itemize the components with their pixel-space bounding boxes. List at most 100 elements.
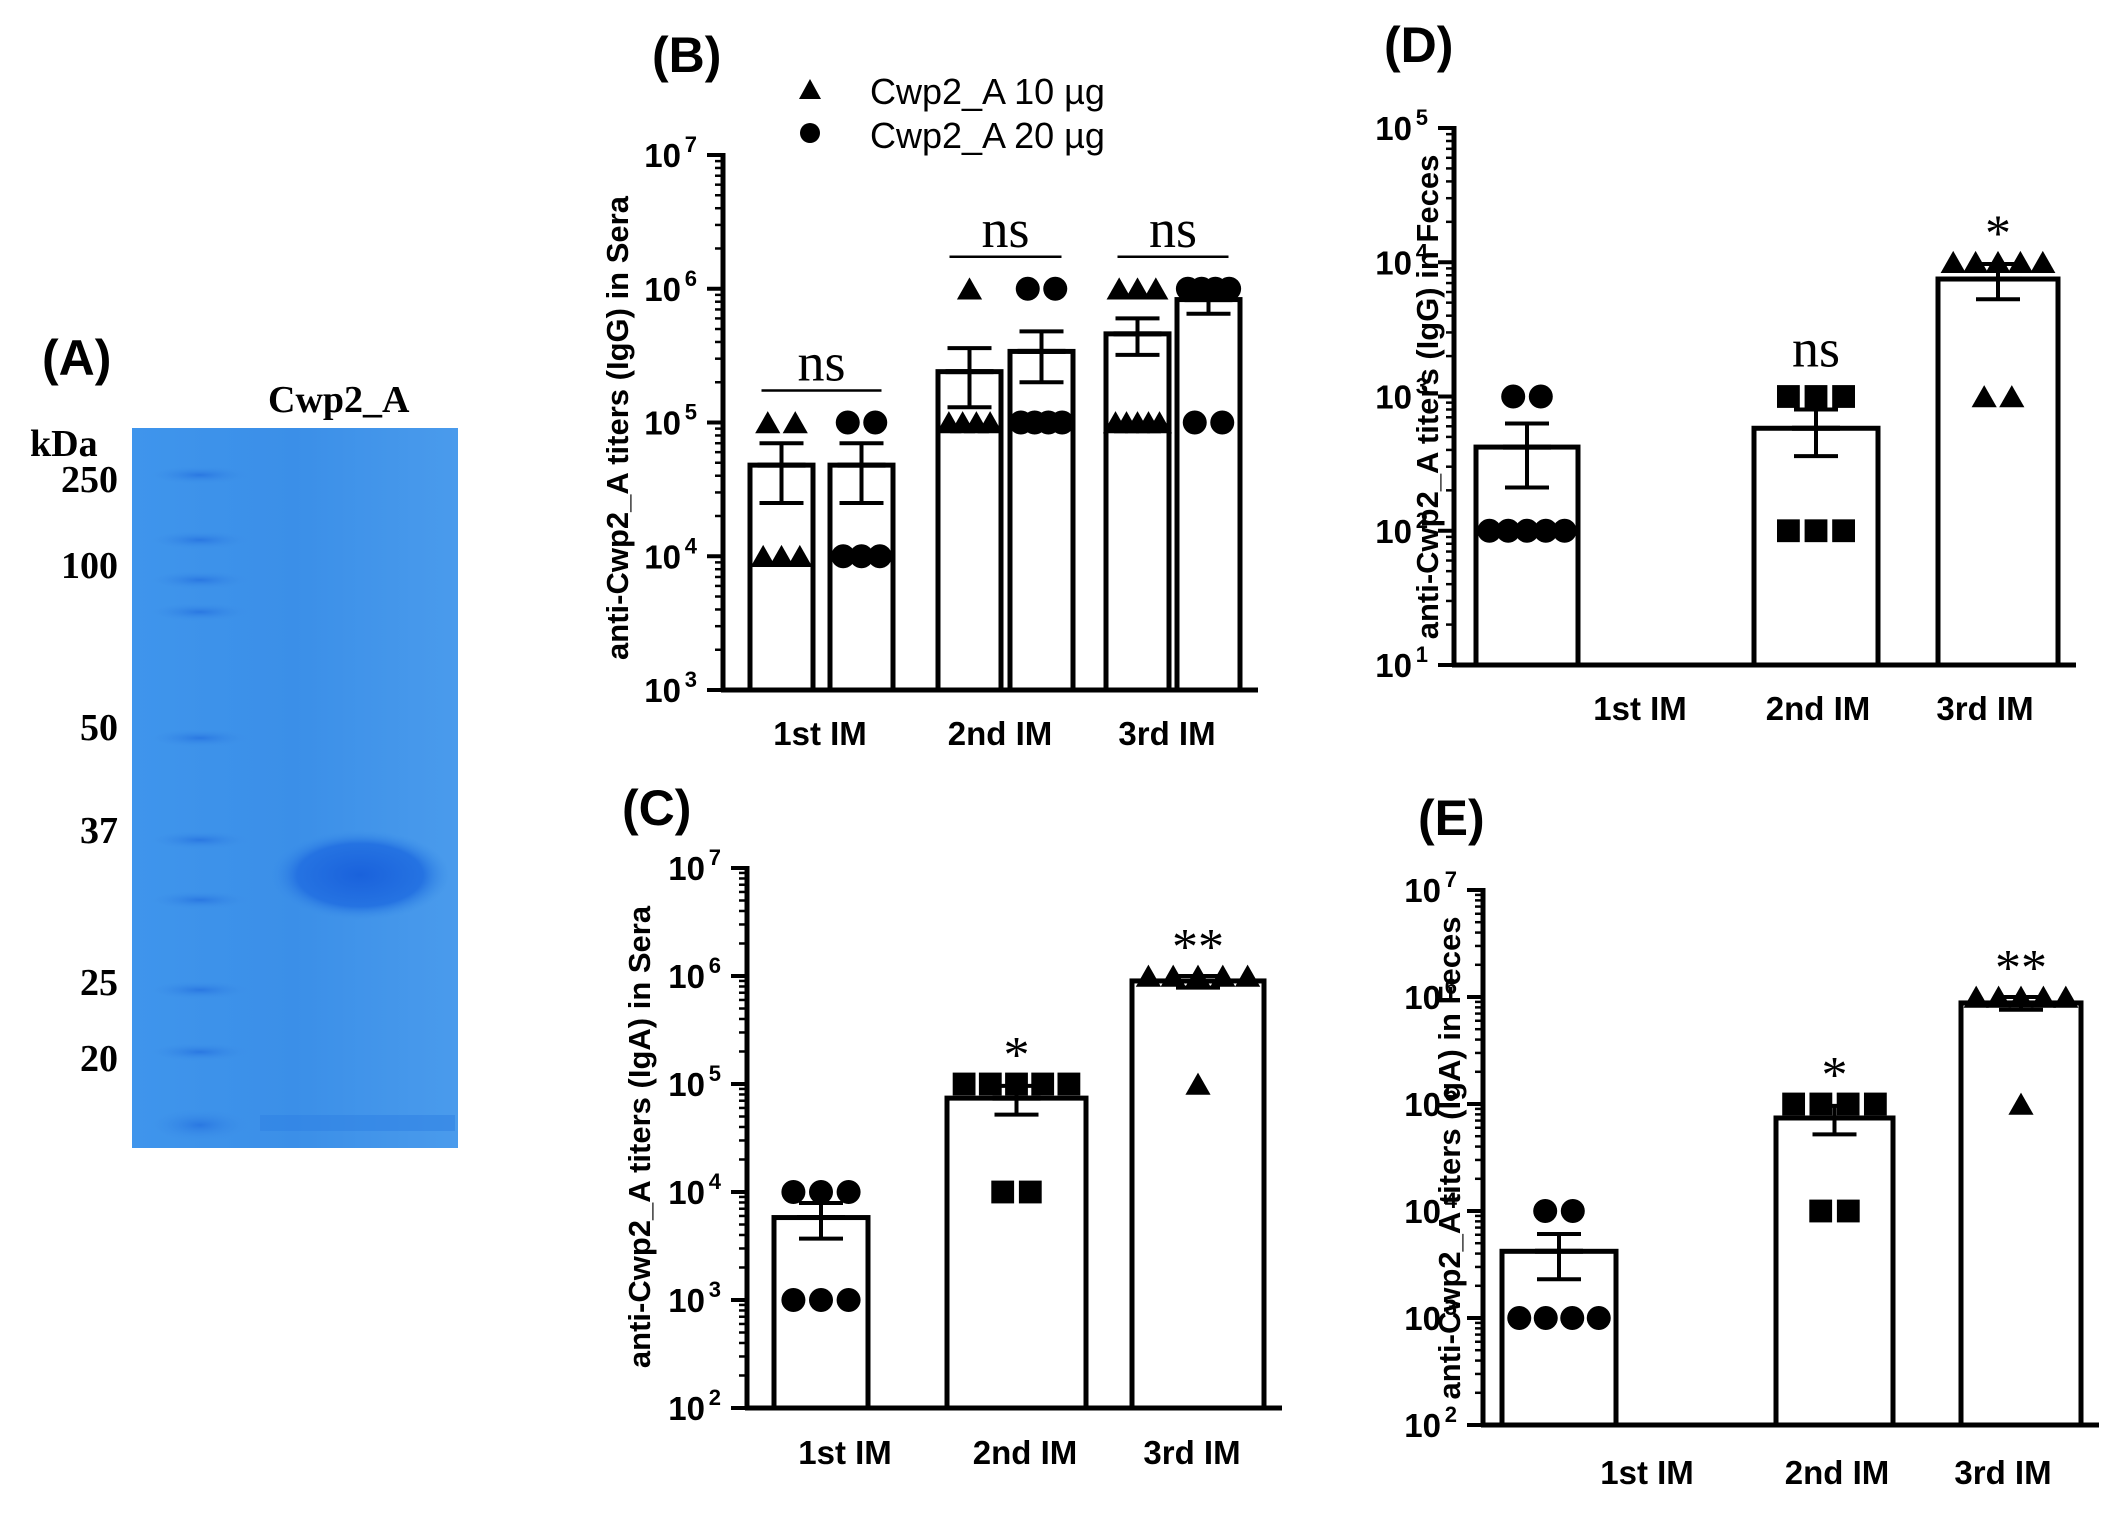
y-tick-label: 10 <box>1375 110 1412 147</box>
error-bar <box>1535 1231 1583 1282</box>
data-points <box>936 277 1003 434</box>
data-points <box>1477 384 1577 543</box>
y-tick-label: 10 <box>644 271 681 308</box>
y-tick-label: 10 <box>668 850 705 887</box>
y-tick-exponent: 3 <box>685 667 697 692</box>
data-point <box>1940 250 1966 274</box>
data-point <box>750 544 776 568</box>
data-point <box>1533 1306 1558 1330</box>
data-point <box>2008 1092 2034 1115</box>
y-tick-exponent: 2 <box>1445 1402 1457 1427</box>
y-tick-exponent: 4 <box>685 533 698 558</box>
y-tick-exponent: 3 <box>709 1277 721 1302</box>
y-axis-title: anti-Cwp2_A titers (IgG) in Sera <box>600 195 635 660</box>
gel-marker-label: 20 <box>80 1038 118 1080</box>
y-tick-label: 10 <box>1404 1300 1441 1337</box>
significance-annotation: ns <box>1117 199 1229 259</box>
gel-marker-label: 37 <box>80 810 118 852</box>
gel-lane-label: Cwp2_A <box>268 379 410 421</box>
y-tick-label: 10 <box>644 672 681 709</box>
data-point <box>1832 385 1855 408</box>
bar <box>1174 297 1243 693</box>
y-tick-label: 10 <box>644 538 681 575</box>
data-point <box>782 411 808 434</box>
gel-ladder-band <box>150 729 250 747</box>
x-tick-label: 3rd IM <box>1936 690 2033 727</box>
significance-annotation: * <box>1985 205 2011 262</box>
y-tick-exponent: 7 <box>1445 867 1457 892</box>
y-tick-exponent: 4 <box>1445 1188 1458 1213</box>
x-tick-label: 1st IM <box>1600 1454 1694 1491</box>
x-tick-label: 1st IM <box>798 1434 892 1471</box>
data-point <box>1182 410 1207 435</box>
significance-label: ** <box>1172 919 1224 976</box>
bar <box>771 1215 871 1411</box>
data-points <box>781 1180 861 1312</box>
data-point <box>1106 277 1132 300</box>
gel-ladder-band <box>150 831 250 849</box>
data-point <box>787 544 813 568</box>
significance-label: ** <box>1995 940 2047 997</box>
data-point <box>1210 410 1235 435</box>
data-point <box>1501 384 1526 409</box>
panel-label-a: (A) <box>42 330 111 386</box>
bar <box>944 1095 1089 1411</box>
y-tick-label: 10 <box>1375 513 1412 550</box>
error-bar <box>1503 421 1551 490</box>
data-point <box>1528 384 1553 409</box>
data-point <box>836 1180 861 1204</box>
gel-ladder-band <box>150 981 250 999</box>
error-bar <box>797 1201 845 1241</box>
y-axis-title: anti-Cwp2_A titers (IgA) in Feces <box>1432 917 1467 1400</box>
significance-annotation: ** <box>1995 940 2047 997</box>
data-point <box>755 411 781 434</box>
significance-annotation: ns <box>949 199 1062 259</box>
significance-label: ns <box>797 333 845 393</box>
gel-marker-label: 250 <box>61 459 118 501</box>
y-tick-exponent: 5 <box>709 1061 721 1086</box>
data-point <box>2030 250 2056 274</box>
significance-label: ns <box>1792 319 1840 379</box>
y-tick-exponent: 3 <box>1416 374 1428 399</box>
data-point <box>1809 1199 1833 1223</box>
panel-label-c: (C) <box>622 780 691 836</box>
legend-label-20ug: Cwp2_A 20 µg <box>870 115 1105 156</box>
data-point <box>1836 1199 1860 1223</box>
data-point <box>1477 518 1502 543</box>
significance-annotation: ns <box>1792 319 1840 379</box>
data-points <box>952 1072 1081 1204</box>
data-point <box>1135 964 1161 987</box>
y-tick-label: 10 <box>668 1282 705 1319</box>
y-tick-exponent: 6 <box>1445 974 1457 999</box>
data-point <box>1185 1072 1211 1095</box>
data-point <box>977 411 1003 434</box>
error-bar <box>992 1083 1041 1117</box>
gel-ladder-band <box>150 891 250 909</box>
data-point <box>1560 1306 1585 1330</box>
data-point <box>1999 385 2025 408</box>
data-points <box>1507 1199 1611 1330</box>
panel-label-b: (B) <box>652 27 721 83</box>
data-point <box>1057 1072 1081 1096</box>
gel-ladder-band <box>150 1043 250 1061</box>
data-point <box>1863 1092 1887 1116</box>
y-tick-exponent: 5 <box>1416 105 1428 130</box>
gel-bottom-band <box>260 1115 455 1131</box>
y-tick-exponent: 2 <box>1416 508 1428 533</box>
data-point <box>768 544 795 568</box>
data-point <box>1777 519 1800 543</box>
data-points <box>1782 1092 1887 1223</box>
y-tick-label: 10 <box>1375 647 1412 684</box>
data-point <box>1963 985 1989 1008</box>
data-point <box>1015 276 1040 301</box>
y-tick-label: 10 <box>668 1390 705 1427</box>
data-point <box>1777 385 1800 408</box>
error-bar <box>1997 995 2045 1012</box>
significance-label: ns <box>1149 199 1197 259</box>
